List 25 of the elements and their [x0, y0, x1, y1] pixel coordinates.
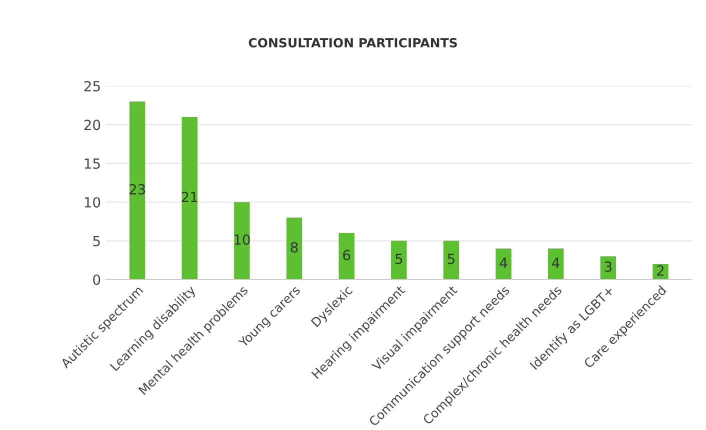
chart-title: CONSULTATION PARTICIPANTS — [248, 38, 457, 48]
y-tick-label: 20 — [84, 120, 100, 130]
bar — [443, 240, 460, 280]
data-label: 4 — [500, 258, 508, 268]
bar — [286, 218, 302, 280]
bar — [182, 116, 198, 280]
y-tick-label: 10 — [84, 197, 100, 208]
bar — [391, 240, 407, 280]
data-label: 3 — [604, 261, 612, 272]
bar — [234, 202, 250, 280]
data-label: 5 — [396, 254, 402, 264]
bar — [129, 101, 146, 280]
data-label: 5 — [448, 254, 454, 264]
y-tick-label: 5 — [93, 236, 100, 246]
data-label: 8 — [290, 242, 298, 253]
bar — [496, 248, 512, 280]
data-label: 6 — [343, 250, 350, 260]
y-tick-label: 15 — [84, 158, 100, 169]
data-label: 2 — [657, 265, 664, 276]
y-tick-label: 25 — [84, 80, 100, 92]
bar — [338, 233, 354, 280]
y-tick-label: 0 — [93, 274, 100, 285]
data-label: 4 — [552, 258, 560, 268]
data-label: 23 — [129, 184, 146, 195]
bar — [548, 248, 564, 280]
